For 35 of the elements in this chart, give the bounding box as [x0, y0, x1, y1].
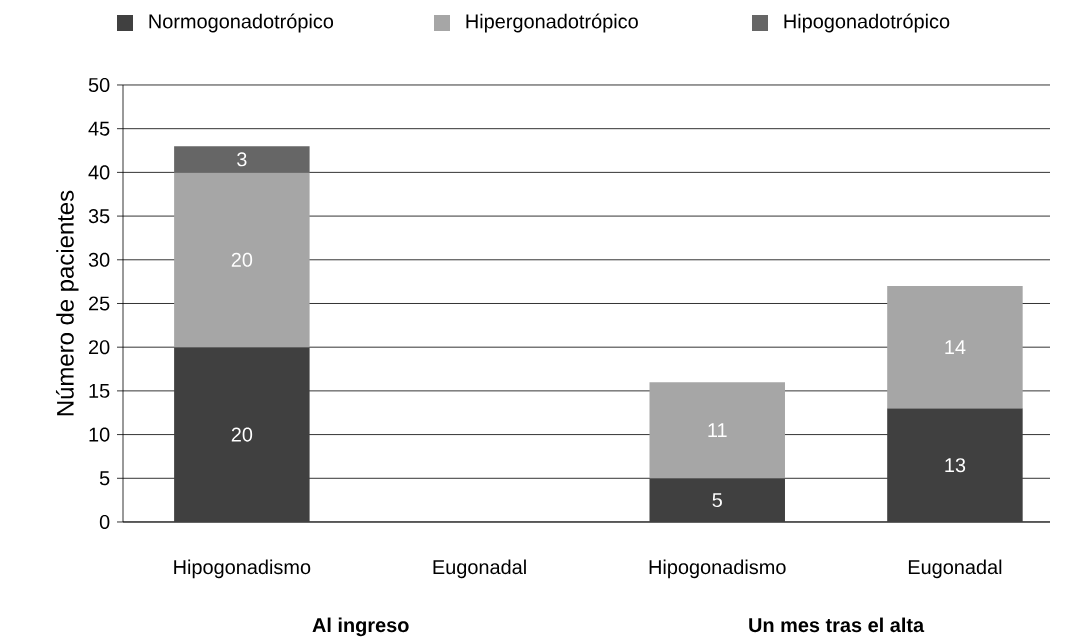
bar: [174, 347, 310, 522]
data-label: 14: [945, 340, 966, 355]
y-axis-title: Número de pacientes: [55, 190, 79, 416]
bar: [887, 408, 1023, 522]
y-tick-label: 10: [89, 427, 110, 442]
y-tick-label: 0: [99, 514, 110, 530]
bar: [174, 172, 310, 348]
data-label: 3: [237, 152, 247, 167]
y-tick-label: 45: [88, 121, 110, 136]
data-label: 11: [708, 423, 727, 438]
bar: [174, 146, 310, 173]
bar: [649, 478, 785, 522]
x-tick-label: Eugonadal: [433, 559, 526, 579]
y-tick-label: 5: [99, 471, 110, 486]
y-tick-label: 20: [89, 340, 110, 355]
legend-label: Normogonadotrópico: [149, 13, 334, 33]
legend-label: Hipergonadotrópico: [466, 13, 638, 33]
y-tick-label: 15: [89, 383, 110, 398]
data-label: 5: [712, 493, 722, 508]
bar: [887, 286, 1023, 409]
y-tick-label: 35: [88, 209, 110, 224]
bar: [649, 382, 785, 479]
text: Un mes tras el alta: [749, 617, 925, 633]
y-tick-label: 25: [89, 296, 110, 311]
data-label: 20: [231, 252, 253, 267]
y-tick-label: 30: [88, 252, 110, 267]
data-label: 13: [945, 458, 966, 473]
x-tick-label: Hipogonadismo: [649, 559, 786, 579]
legend-label: Hipogonadotrópico: [784, 13, 950, 33]
data-label: 20: [231, 427, 253, 442]
y-tick-label: 40: [88, 165, 110, 180]
x-tick-label: Hipogonadismo: [174, 559, 311, 579]
y-tick-label: 50: [88, 77, 110, 93]
x-tick-label: Eugonadal: [908, 559, 1002, 579]
text: Al ingreso: [312, 617, 409, 637]
